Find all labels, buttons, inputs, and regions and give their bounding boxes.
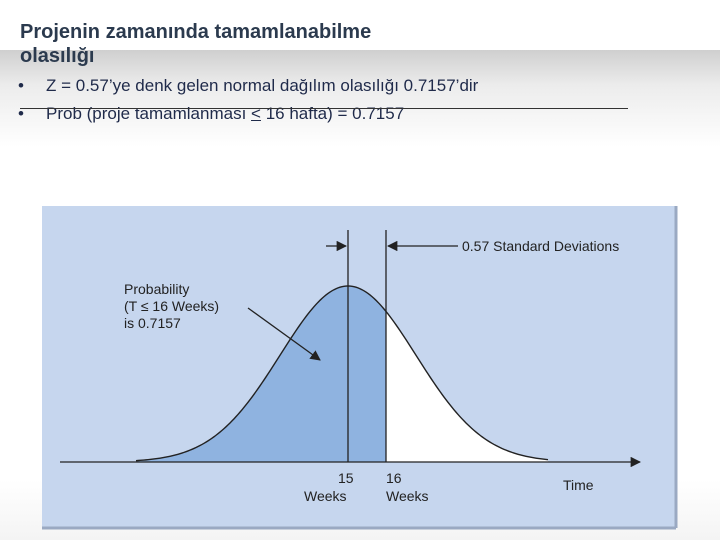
- probability-shaded-region: [136, 286, 386, 462]
- formula-suffix: 16 hafta) = 0.7157: [260, 104, 405, 123]
- slide-title: Projenin zamanında tamamlanabilme olasıl…: [20, 21, 372, 67]
- figure-svg: 0.57 Standard Deviations Probability (T …: [42, 206, 678, 530]
- probability-label-line: (T ≤ 16 Weeks): [124, 298, 219, 314]
- probability-label: Probability (T ≤ 16 Weeks) is 0.7157: [124, 281, 223, 331]
- bullet-marker: •: [18, 104, 24, 123]
- sd-annotation: 0.57 Standard Deviations: [462, 238, 619, 254]
- probability-label-line: Probability: [124, 281, 189, 297]
- tick-label-16: 16: [386, 470, 402, 486]
- bullet-marker: •: [18, 76, 24, 95]
- bullet-item: • Z = 0.57’ye denk gelen normal dağılım …: [18, 72, 478, 100]
- probability-pointer-arrow: [247, 307, 321, 361]
- formula-prefix: Prob (proje tamamlanması: [46, 104, 252, 123]
- tick-label-15: 15: [338, 470, 354, 486]
- bullet-text-prob-formula: Prob (proje tamamlanması < 16 hafta) = 0…: [46, 100, 404, 128]
- tick-unit-16: Weeks: [386, 488, 429, 504]
- upper-tail-region: [386, 311, 548, 462]
- title-underline: [20, 108, 628, 109]
- bullet-item: • Prob (proje tamamlanması < 16 hafta) =…: [18, 100, 478, 128]
- normal-distribution-figure: 0.57 Standard Deviations Probability (T …: [40, 204, 680, 534]
- probability-label-line: is 0.7157: [124, 315, 181, 331]
- tick-unit-15: Weeks: [304, 488, 347, 504]
- bullet-list: • Z = 0.57’ye denk gelen normal dağılım …: [18, 72, 478, 128]
- normal-curve: [135, 285, 549, 462]
- axis-label-time: Time: [563, 477, 594, 493]
- less-equal-symbol: <: [251, 104, 261, 123]
- bullet-text-probability: Z = 0.57’ye denk gelen normal dağılım ol…: [46, 76, 479, 95]
